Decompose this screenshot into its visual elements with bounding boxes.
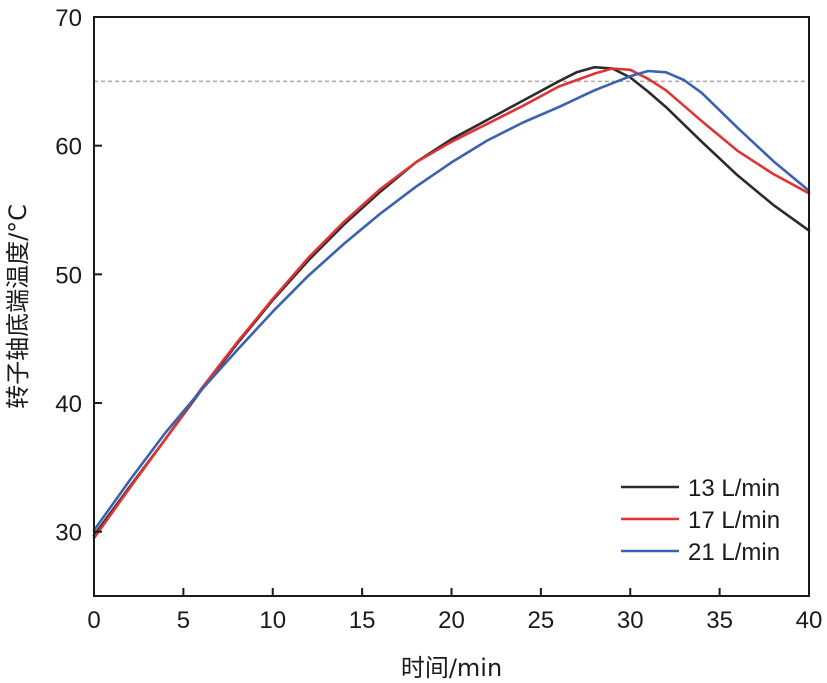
y-axis: 30 40 50 60 70 [55,5,102,547]
x-tick-label: 40 [796,607,823,634]
y-axis-label: 转子轴底端温度/°C [4,204,32,409]
series-line-3 [92,69,811,532]
legend-label: 21 L/min [688,539,780,566]
x-tick-label: 0 [87,607,100,634]
legend-label: 17 L/min [688,507,780,534]
y-tick-label: 50 [55,262,82,289]
legend-label: 13 L/min [688,475,780,502]
series-layer [92,65,811,540]
x-tick-label: 5 [177,607,190,634]
x-axis: 0 5 10 15 20 25 30 35 40 [87,588,822,634]
series-line-1 [92,65,811,537]
series-line-2 [92,67,811,540]
x-axis-label: 时间/min [401,654,502,682]
legend: 13 L/min 17 L/min 21 L/min [621,475,780,566]
x-tick-label: 10 [259,607,286,634]
y-tick-label: 30 [55,520,82,547]
x-tick-label: 30 [617,607,644,634]
x-tick-label: 15 [349,607,376,634]
y-tick-label: 60 [55,134,82,161]
y-tick-label: 40 [55,391,82,418]
x-tick-label: 20 [438,607,465,634]
x-tick-label: 35 [706,607,733,634]
y-tick-label: 70 [55,5,82,32]
x-tick-label: 25 [528,607,555,634]
